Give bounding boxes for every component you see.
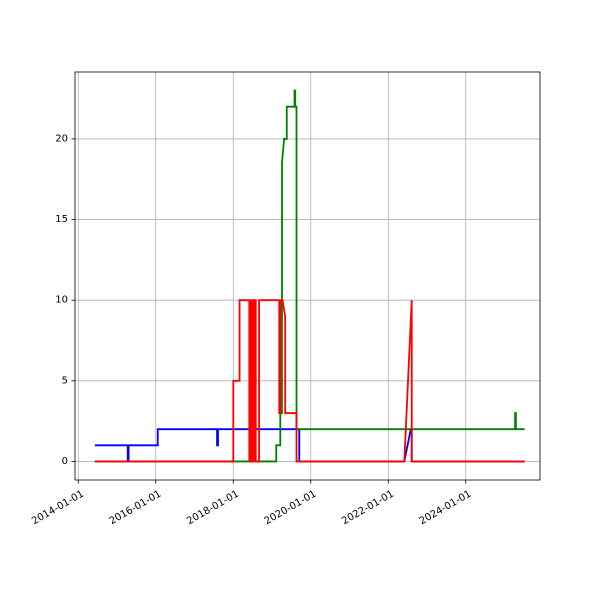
x-tick-label: 2018-01-01 xyxy=(185,489,241,528)
series-line-2 xyxy=(94,299,525,463)
x-tick-label: 2024-01-01 xyxy=(418,489,474,528)
series-line-0 xyxy=(94,428,525,463)
y-tick-label: 20 xyxy=(55,133,68,144)
y-tick-label: 15 xyxy=(55,214,68,225)
x-tick-label: 2016-01-01 xyxy=(108,489,164,528)
x-axis-ticks: 2014-01-01 2016-01-01 2018-01-01 2020-01-01… xyxy=(30,480,473,527)
grid-lines xyxy=(75,72,540,480)
series-line-1 xyxy=(94,89,525,463)
x-tick-label: 2020-01-01 xyxy=(263,489,319,528)
x-tick-label: 2014-01-01 xyxy=(30,489,86,528)
series-lines xyxy=(94,89,525,463)
y-axis-ticks: 0 5 10 15 20 xyxy=(55,133,75,467)
x-tick-label: 2022-01-01 xyxy=(340,489,396,528)
y-tick-label: 5 xyxy=(62,375,68,386)
y-tick-label: 10 xyxy=(55,295,68,306)
plot-area-frame xyxy=(74,71,541,481)
y-tick-label: 0 xyxy=(62,456,68,467)
